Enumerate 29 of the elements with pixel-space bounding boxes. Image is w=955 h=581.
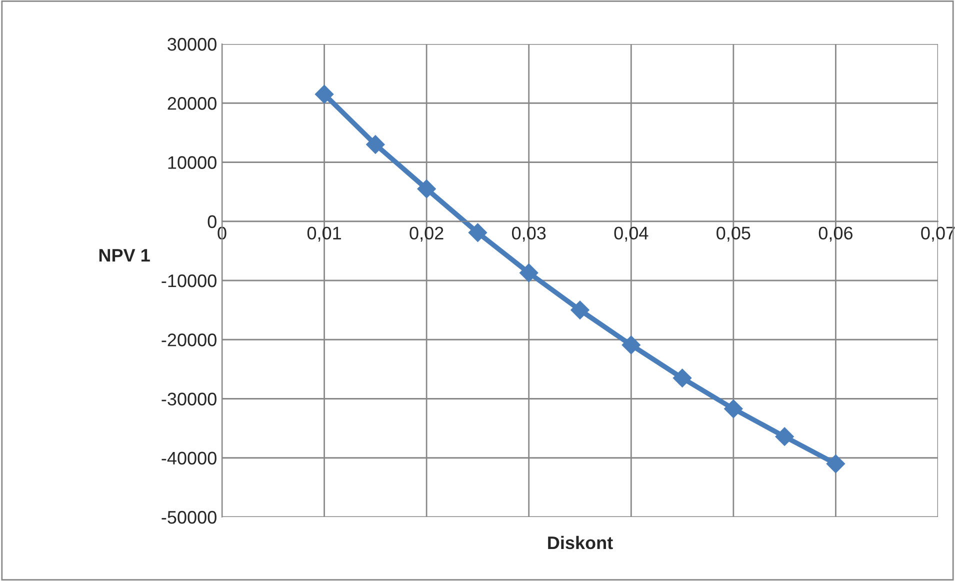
y-tick-label: -50000 [162,510,216,524]
x-tick-label: 0,02 [410,226,444,242]
y-tick-label: -10000 [162,274,216,288]
x-tick-label: 0,07 [921,226,955,242]
x-tick-label: 0,04 [614,226,648,242]
point [366,135,385,154]
y-tick-label: 30000 [168,38,216,51]
y-tick-label: -20000 [162,334,216,346]
y-tick-label: -40000 [162,452,216,465]
point [520,263,538,282]
point [570,300,590,320]
point [724,399,743,418]
point [622,336,640,354]
x-tick-label: 0,01 [307,226,341,242]
point [468,223,488,242]
point [826,454,846,474]
y-tick-label: -30000 [162,392,216,406]
point [314,84,334,104]
x-tick-label: 0,03 [512,226,546,242]
x-tick-label: 0,05 [716,226,750,242]
point [775,427,794,446]
point [672,368,692,388]
y-axis-title: NPV 1 [99,249,150,262]
y-tick-label: 0 [208,215,216,228]
y-tick-label: 20000 [168,97,216,110]
y-tick-label: 10000 [168,156,216,169]
point [417,180,436,198]
x-axis-title: Diskont [548,536,613,550]
x-tick-label: 0,06 [818,226,852,242]
